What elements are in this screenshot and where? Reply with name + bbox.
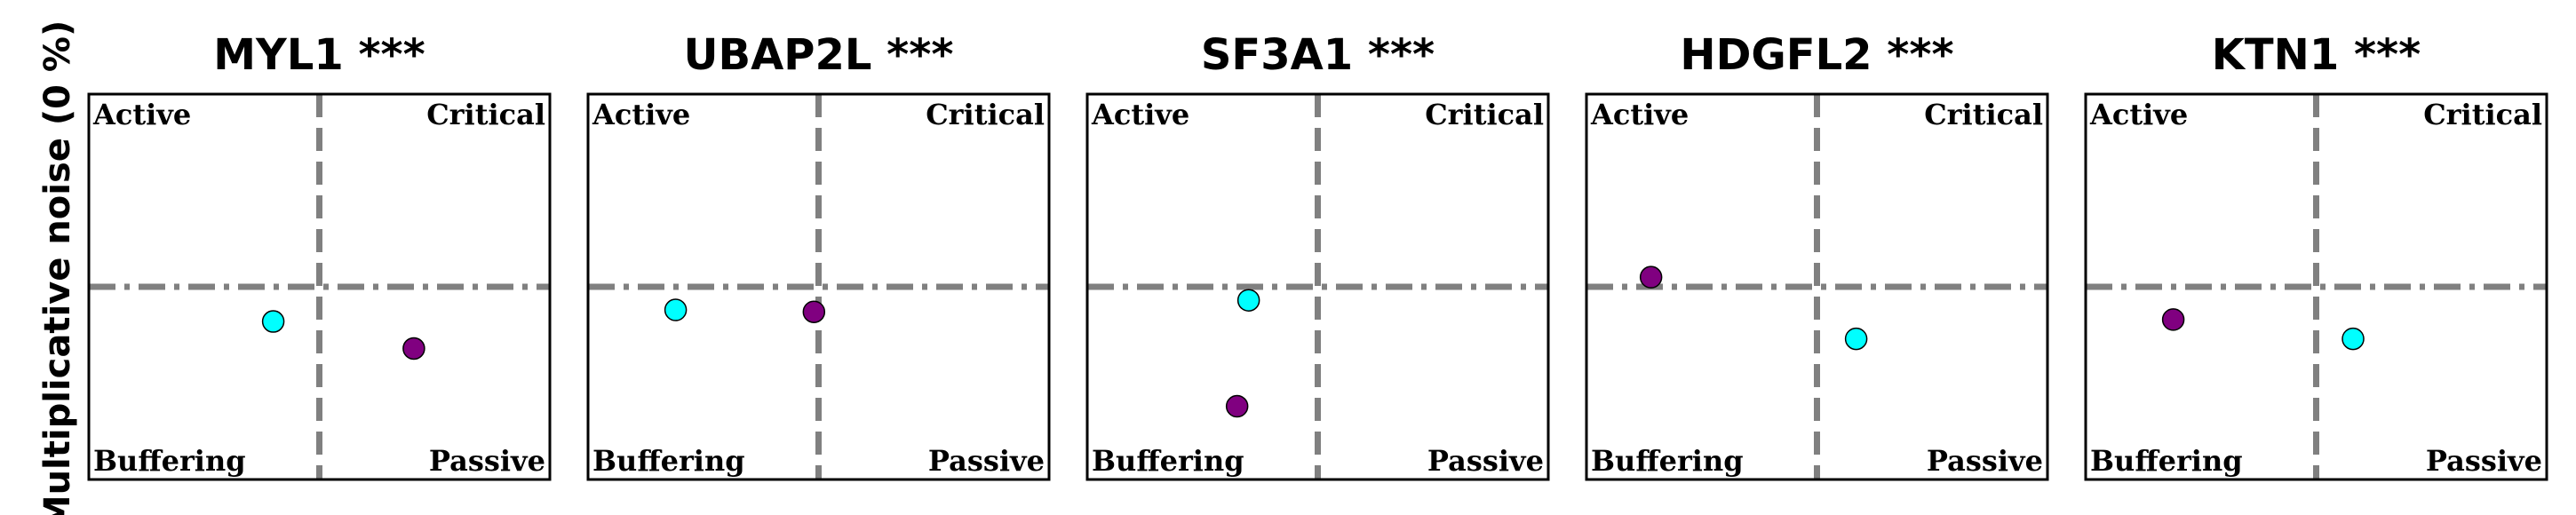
data-point <box>1225 394 1249 418</box>
data-point <box>1844 327 1868 351</box>
quadrant-label-active: Active <box>1590 98 1689 131</box>
panel-title: HDGFL2 *** <box>1680 30 1953 80</box>
quadrant-label-buffering: Buffering <box>1591 444 1744 478</box>
quadrant-label-active: Active <box>592 98 690 131</box>
data-point <box>2341 327 2365 351</box>
quadrant-label-passive: Passive <box>429 444 545 478</box>
quadrant-label-active: Active <box>1091 98 1189 131</box>
panel: MYL1 *** Active Critical Buffering Passive <box>87 30 552 481</box>
plot-frame <box>2084 92 2548 481</box>
data-point <box>402 337 425 360</box>
plot-frame <box>1085 92 1550 481</box>
y-axis-label: Multiplicative noise (0 %) <box>37 20 78 515</box>
quadrant-label-passive: Passive <box>1427 444 1544 478</box>
panel: HDGFL2 *** Active Critical Buffering Passive <box>1585 30 2049 481</box>
quadrant-label-critical: Critical <box>926 98 1045 131</box>
quadrant-label-passive: Passive <box>1927 444 2043 478</box>
quadrant-label-buffering: Buffering <box>2090 444 2243 478</box>
data-point <box>2161 308 2185 331</box>
quadrant-label-critical: Critical <box>2423 98 2542 131</box>
panel-title: UBAP2L *** <box>684 30 954 80</box>
quadrant-label-critical: Critical <box>1425 98 1544 131</box>
quadrant-label-passive: Passive <box>928 444 1045 478</box>
plot-frame <box>1585 92 2049 481</box>
quadrant-label-buffering: Buffering <box>93 444 246 478</box>
quadrant-label-active: Active <box>2089 98 2188 131</box>
data-point <box>802 300 826 323</box>
quadrant-label-critical: Critical <box>1924 98 2043 131</box>
quadrant-label-active: Active <box>92 98 191 131</box>
panel-title: SF3A1 *** <box>1201 30 1435 80</box>
quadrant-label-critical: Critical <box>426 98 545 131</box>
data-point <box>1236 289 1260 312</box>
panel-title: KTN1 *** <box>2212 30 2421 80</box>
panel: KTN1 *** Active Critical Buffering Passive <box>2084 30 2548 481</box>
panel-title: MYL1 *** <box>213 30 425 80</box>
data-point <box>664 298 688 321</box>
data-point <box>261 310 285 333</box>
plot-frame <box>87 92 552 481</box>
data-point <box>1639 265 1663 289</box>
quadrant-label-passive: Passive <box>2426 444 2542 478</box>
panel: SF3A1 *** Active Critical Buffering Passive <box>1085 30 1550 481</box>
quadrant-label-buffering: Buffering <box>592 444 745 478</box>
quadrant-label-buffering: Buffering <box>1092 444 1244 478</box>
panel: UBAP2L *** Active Critical Buffering Passive <box>586 30 1051 481</box>
plot-frame <box>586 92 1051 481</box>
